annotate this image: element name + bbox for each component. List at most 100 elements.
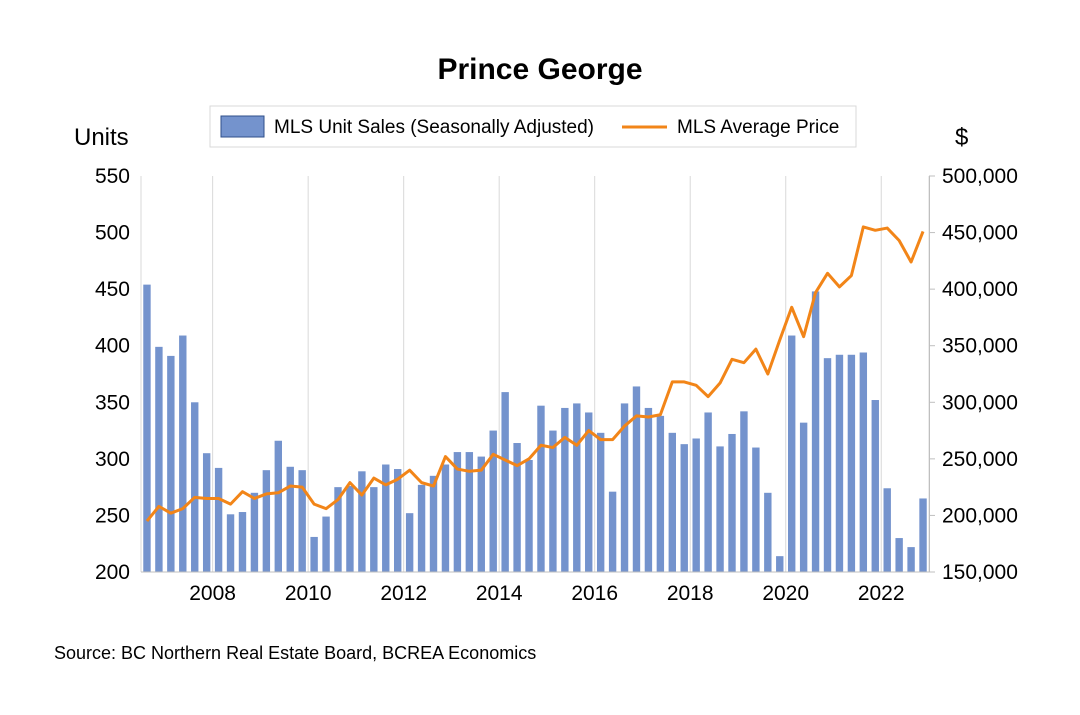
- grid-lines: [140, 176, 930, 572]
- bar: [429, 475, 438, 572]
- bar: [441, 464, 450, 572]
- bar: [191, 402, 199, 572]
- axes: [141, 175, 935, 573]
- bar: [274, 440, 282, 572]
- bar: [501, 392, 509, 572]
- bar: [620, 403, 629, 572]
- legend-swatch-bars: [220, 115, 265, 138]
- bar: [656, 415, 665, 572]
- bar: [776, 556, 784, 572]
- bar: [525, 459, 533, 572]
- right-tick-label: 350,000: [942, 335, 1018, 358]
- bar: [417, 484, 426, 572]
- bar: [394, 469, 402, 572]
- left-tick-label: 400: [95, 335, 130, 358]
- bar: [382, 464, 390, 572]
- bar: [871, 400, 879, 572]
- bar: [549, 430, 557, 572]
- bar: [537, 405, 545, 572]
- bar: [465, 452, 474, 572]
- legend-label-bars: MLS Unit Sales (Seasonally Adjusted): [274, 117, 594, 138]
- x-tick-label: 2018: [667, 582, 714, 605]
- bar: [632, 386, 641, 572]
- bar: [764, 492, 772, 572]
- x-tick-label: 2022: [858, 582, 905, 605]
- left-tick-label: 550: [95, 165, 130, 188]
- right-tick-label: 400,000: [942, 278, 1018, 301]
- bar: [907, 547, 915, 572]
- bar: [728, 433, 736, 572]
- bar: [788, 335, 796, 572]
- bar: [895, 538, 903, 572]
- left-tick-label: 300: [95, 448, 130, 471]
- x-tick-label: 2014: [476, 582, 523, 605]
- bar: [883, 488, 891, 572]
- bar: [179, 335, 187, 572]
- x-tick-label: 2020: [762, 582, 809, 605]
- bar: [155, 346, 163, 572]
- bar: [167, 355, 175, 572]
- bar: [513, 443, 521, 572]
- left-tick-label: 450: [95, 278, 130, 301]
- left-tick-label: 350: [95, 391, 130, 414]
- bar: [823, 358, 832, 572]
- bar: [405, 513, 414, 572]
- bar: [811, 291, 820, 572]
- bar: [919, 498, 927, 572]
- source-note: Source: BC Northern Real Estate Board, B…: [54, 643, 536, 663]
- chart-title: Prince George: [437, 53, 642, 86]
- bar: [668, 432, 676, 572]
- bar: [202, 453, 211, 572]
- right-axis-unit: $: [955, 124, 968, 151]
- bar: [704, 412, 712, 572]
- bar: [847, 354, 856, 572]
- bar: [561, 407, 569, 572]
- tick-labels: 200 250 300 350 400 450 500 550 150,000 200,000 25…: [95, 165, 1018, 605]
- left-tick-label: 200: [95, 561, 130, 584]
- bar: [477, 456, 485, 572]
- bar: [740, 411, 748, 572]
- bar: [585, 412, 593, 572]
- left-axis-unit: Units: [74, 124, 129, 151]
- x-tick-label: 2010: [285, 582, 332, 605]
- bar: [143, 284, 151, 572]
- x-tick-label: 2008: [189, 582, 236, 605]
- bar: [835, 354, 844, 572]
- bar-series: [143, 284, 927, 572]
- price-line: [145, 225, 925, 523]
- bar: [310, 536, 318, 572]
- bar: [370, 487, 378, 572]
- bar: [573, 403, 581, 572]
- right-tick-label: 300,000: [942, 391, 1018, 414]
- left-tick-label: 250: [95, 504, 130, 527]
- bar: [322, 516, 330, 572]
- bar: [358, 471, 366, 572]
- right-tick-label: 250,000: [942, 448, 1018, 471]
- right-tick-label: 450,000: [942, 222, 1018, 245]
- right-tick-label: 500,000: [942, 165, 1018, 188]
- bar: [489, 430, 497, 572]
- bar: [346, 486, 354, 572]
- x-tick-label: 2016: [571, 582, 618, 605]
- x-tick-label: 2012: [380, 582, 427, 605]
- bar: [608, 491, 617, 572]
- bar: [799, 422, 808, 572]
- legend-frame: [209, 105, 857, 148]
- bar: [286, 466, 294, 572]
- left-tick-label: 500: [95, 222, 130, 245]
- bar: [859, 352, 868, 572]
- bar: [692, 438, 700, 572]
- bar: [262, 470, 271, 572]
- right-tick-label: 150,000: [942, 561, 1018, 584]
- legend: MLS Unit Sales (Seasonally Adjusted) MLS…: [209, 105, 857, 148]
- bar: [250, 492, 259, 572]
- bar: [298, 470, 306, 572]
- bar: [238, 512, 247, 572]
- bar: [716, 446, 724, 572]
- bar: [226, 514, 235, 572]
- legend-label-line: MLS Average Price: [677, 117, 839, 138]
- bar: [752, 447, 760, 572]
- line-series: [145, 225, 925, 523]
- bar: [596, 432, 605, 572]
